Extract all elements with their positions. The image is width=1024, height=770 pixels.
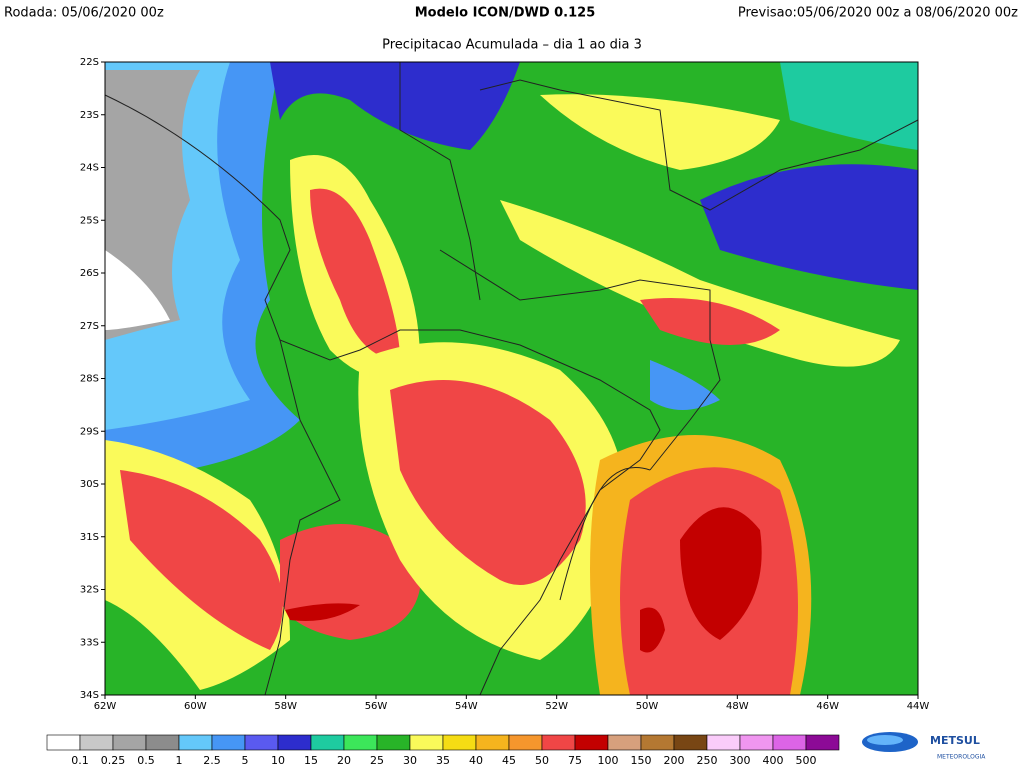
lon-label: 50W <box>636 701 659 712</box>
lon-label: 58W <box>274 701 297 712</box>
colorbar-swatch <box>376 734 411 751</box>
lon-label: 56W <box>365 701 388 712</box>
lat-label: 30S <box>80 479 99 490</box>
map-subtitle: Precipitacao Acumulada – dia 1 ao dia 3 <box>382 38 642 53</box>
colorbar-label: 10 <box>271 754 285 767</box>
precip-field <box>105 62 918 695</box>
colorbar-label: 2.5 <box>203 754 221 767</box>
colorbar-swatch <box>79 734 114 751</box>
forecast-label: Previsao:05/06/2020 00z a 08/06/2020 00z <box>738 6 1018 21</box>
colorbar-swatch <box>541 734 576 751</box>
colorbar-swatch <box>673 734 708 751</box>
colorbar-swatch <box>46 734 81 751</box>
colorbar-swatch <box>706 734 741 751</box>
lon-label: 62W <box>94 701 117 712</box>
colorbar-swatch <box>211 734 246 751</box>
logo-name: METSUL <box>930 734 980 747</box>
colorbar-swatch <box>442 734 477 751</box>
colorbar-label: 0.1 <box>71 754 89 767</box>
colorbar-label: 300 <box>730 754 751 767</box>
colorbar-swatch <box>508 734 543 751</box>
lat-label: 26S <box>80 268 99 279</box>
lon-label: 46W <box>816 701 839 712</box>
lat-label: 27S <box>80 321 99 332</box>
lat-label: 33S <box>80 637 99 648</box>
colorbar-swatch <box>277 734 312 751</box>
colorbar-label: 30 <box>403 754 417 767</box>
lon-label: 52W <box>545 701 568 712</box>
logo-tagline: METEOROLOGIA <box>937 754 986 761</box>
lat-label: 34S <box>80 690 99 701</box>
colorbar-label: 200 <box>664 754 685 767</box>
boundaries <box>104 62 919 696</box>
logo: METSUL METEOROLOGIA <box>862 732 986 761</box>
lon-label: 48W <box>726 701 749 712</box>
colorbar-label: 100 <box>598 754 619 767</box>
colorbar-swatch <box>772 734 807 751</box>
run-label: Rodada: 05/06/2020 00z <box>4 6 164 21</box>
colorbar-swatch <box>475 734 510 751</box>
lon-label: 44W <box>907 701 930 712</box>
colorbar-label: 150 <box>631 754 652 767</box>
colorbar-swatch <box>805 734 840 751</box>
colorbar-label: 45 <box>502 754 516 767</box>
colorbar-swatch <box>145 734 180 751</box>
lat-label: 23S <box>80 110 99 121</box>
lat-label: 32S <box>80 585 99 596</box>
colorbar-label: 20 <box>337 754 351 767</box>
colorbar-label: 40 <box>469 754 483 767</box>
lat-label: 31S <box>80 532 99 543</box>
colorbar-label: 5 <box>242 754 249 767</box>
colorbar-label: 75 <box>568 754 582 767</box>
colorbar-label: 400 <box>763 754 784 767</box>
colorbar-swatch <box>640 734 675 751</box>
colorbar-label: 1 <box>176 754 183 767</box>
colorbar-swatch <box>244 734 279 751</box>
colorbar-swatch <box>574 734 609 751</box>
lon-label: 54W <box>455 701 478 712</box>
colorbar-swatch <box>739 734 774 751</box>
colorbar-label: 0.5 <box>137 754 155 767</box>
colorbar-label: 250 <box>697 754 718 767</box>
lat-label: 29S <box>80 426 99 437</box>
lat-label: 24S <box>80 163 99 174</box>
colorbar-swatch <box>409 734 444 751</box>
colorbar-swatch <box>607 734 642 751</box>
lon-label: 60W <box>184 701 207 712</box>
colorbar-swatch <box>112 734 147 751</box>
colorbar-label: 35 <box>436 754 450 767</box>
colorbar-label: 0.25 <box>101 754 126 767</box>
lat-label: 28S <box>80 374 99 385</box>
colorbar-swatch <box>310 734 345 751</box>
lat-label: 25S <box>80 215 99 226</box>
colorbar-label: 500 <box>796 754 817 767</box>
colorbar-label: 15 <box>304 754 318 767</box>
model-label: Modelo ICON/DWD 0.125 <box>415 6 596 21</box>
logo-swirl <box>867 735 903 745</box>
colorbar-label: 50 <box>535 754 549 767</box>
colorbar-swatch <box>343 734 378 751</box>
lat-label: 22S <box>80 57 99 68</box>
colorbar-swatch <box>178 734 213 751</box>
colorbar-label: 25 <box>370 754 384 767</box>
